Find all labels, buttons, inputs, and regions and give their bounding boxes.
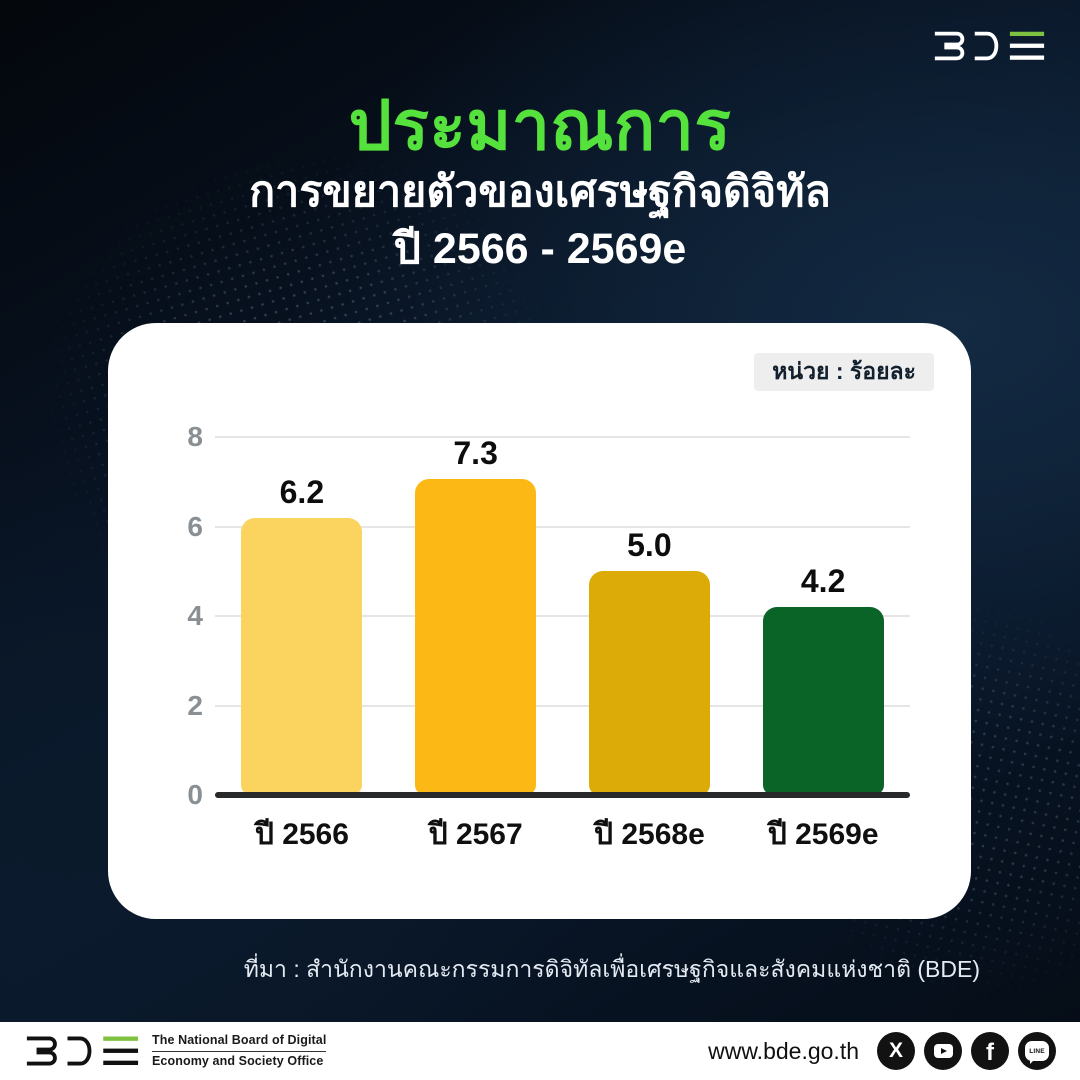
page-subtitle-line1: การขยายตัวของเศรษฐกิจดิจิทัล xyxy=(249,168,831,217)
y-tick-label: 8 xyxy=(187,421,203,452)
org-name-line1: The National Board of Digital xyxy=(152,1031,327,1052)
gridline xyxy=(215,436,910,438)
gridline xyxy=(215,615,910,617)
y-tick-label: 2 xyxy=(187,689,203,721)
youtube-icon[interactable] xyxy=(924,1032,962,1070)
bar-2 xyxy=(588,571,710,795)
org-name-text: The National Board of Digital Economy an… xyxy=(152,1031,327,1071)
page-subtitle-line2: ปี 2566 - 2569e xyxy=(393,224,687,273)
x-tick-label: ปี 2569e xyxy=(767,818,879,851)
facebook-icon[interactable]: f xyxy=(971,1032,1009,1070)
bar-1 xyxy=(415,479,537,795)
x-tick-label: ปี 2567 xyxy=(428,818,523,851)
plot-area: 6.2 7.3 5.0 4.2 xyxy=(215,436,910,798)
unit-badge: หน่วย : ร้อยละ xyxy=(754,353,934,391)
bar-column-3: 4.2 xyxy=(736,437,910,795)
social-icons-row: X f LINE xyxy=(877,1032,1056,1070)
x-tick-label: ปี 2568e xyxy=(593,818,705,851)
page-title: ประมาณการ xyxy=(348,88,732,164)
y-tick-label: 6 xyxy=(187,510,203,542)
bar-0 xyxy=(241,517,363,795)
gridline xyxy=(215,704,910,707)
website-url[interactable]: www.bde.go.th xyxy=(708,1037,859,1064)
gridline xyxy=(215,525,910,528)
y-tick-label: 4 xyxy=(187,600,203,631)
bar-value-label: 7.3 xyxy=(453,435,498,471)
bar-3 xyxy=(762,607,884,795)
y-tick-label: 0 xyxy=(187,779,203,810)
bar-value-label: 4.2 xyxy=(800,563,846,600)
bde-logo-icon xyxy=(934,31,1045,61)
bar-value-label: 5.0 xyxy=(627,527,672,564)
x-axis-labels: ปี 2566 ปี 2567 ปี 2568e ปี 2569e xyxy=(215,815,910,854)
x-twitter-icon[interactable]: X xyxy=(877,1032,915,1070)
chart-card: หน่วย : ร้อยละ 8 6 4 2 0 6.2 7.3 5.0 4.2 ปี 256… xyxy=(108,323,971,919)
x-axis-baseline xyxy=(215,792,910,798)
bar-column-1: 7.3 xyxy=(389,437,563,795)
bars-row: 6.2 7.3 5.0 4.2 xyxy=(215,437,910,795)
bar-value-label: 6.2 xyxy=(279,473,325,510)
bar-column-2: 5.0 xyxy=(563,437,737,795)
y-axis-ticks: 8 6 4 2 0 xyxy=(163,421,203,810)
bar-column-0: 6.2 xyxy=(215,437,389,795)
title-block: ประมาณการ การขยายตัวของเศรษฐกิจดิจิทัล ป… xyxy=(0,88,1080,278)
footer-bar: The National Board of Digital Economy an… xyxy=(0,1022,1080,1080)
bde-footer-logo-icon xyxy=(26,1036,139,1066)
org-name-line2: Economy and Society Office xyxy=(152,1054,324,1068)
source-attribution: ที่มา : สำนักงานคณะกรรมการดิจิทัลเพื่อเศ… xyxy=(243,956,980,982)
line-icon[interactable]: LINE xyxy=(1018,1032,1056,1070)
x-tick-label: ปี 2566 xyxy=(254,818,349,851)
